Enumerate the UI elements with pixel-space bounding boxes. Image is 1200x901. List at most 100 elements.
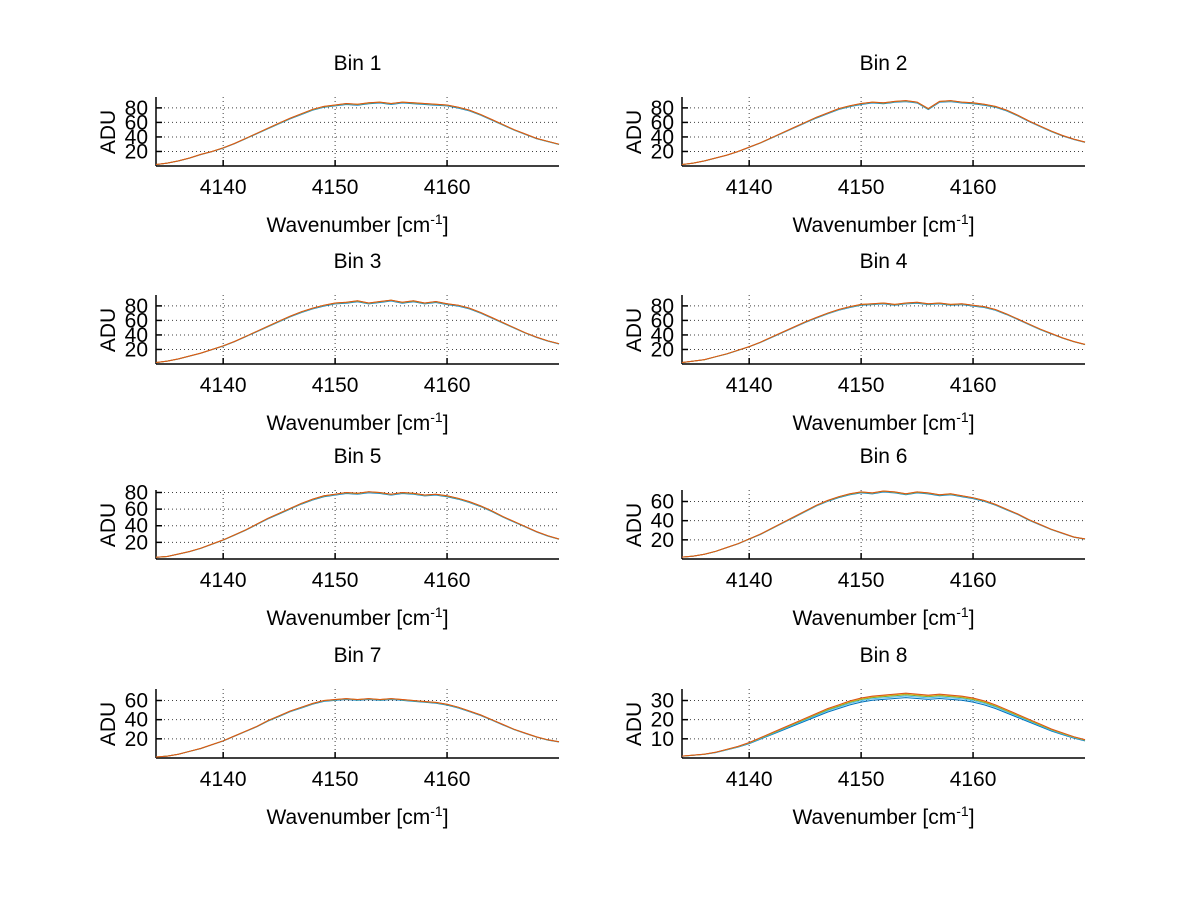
spectrum-line: [155, 300, 560, 364]
x-tick-label: 4140: [200, 176, 247, 199]
spectrum-line: [681, 695, 1086, 757]
spectrum-line: [155, 698, 560, 758]
plot-title: Bin 2: [859, 52, 908, 75]
x-tick-label: 4160: [424, 176, 471, 199]
spectrum-line: [155, 698, 560, 758]
spectrum-line: [155, 698, 560, 758]
y-tick-label: 40: [125, 515, 148, 538]
x-tick-label: 4140: [726, 374, 773, 397]
plot-title: Bin 4: [859, 250, 908, 273]
x-axis-label: Wavenumber [cm-1]: [266, 409, 449, 435]
x-tick-label: 4150: [838, 176, 885, 199]
y-tick-label: 40: [651, 324, 674, 347]
y-tick-label: 20: [125, 140, 148, 163]
spectrum-line: [155, 299, 560, 364]
x-tick-label: 4150: [312, 176, 359, 199]
subplot-bin-3: Bin 3 ADU 4140 4150 4160 20 40 60 80 Wavenumbe…: [56, 243, 576, 448]
x-tick-label: 4150: [838, 374, 885, 397]
y-tick-label: 80: [125, 481, 148, 504]
subplot-bin-8: Bin 8 ADU 4140 4150 4160 10 20 30 Wavenumber …: [582, 637, 1102, 842]
y-tick-label: 60: [651, 309, 674, 332]
y-tick-label: 20: [125, 728, 148, 751]
spectrum-line: [681, 100, 1086, 165]
spectrum-line: [681, 302, 1086, 364]
y-tick-label: 80: [125, 97, 148, 120]
spectrum-line: [681, 694, 1086, 757]
y-tick-label: 60: [125, 690, 148, 713]
spectrum-line: [681, 100, 1086, 166]
spectrum-line: [155, 491, 560, 558]
y-tick-label: 40: [651, 510, 674, 533]
x-tick-label: 4150: [312, 569, 359, 592]
spectrum-line: [155, 491, 560, 558]
y-tick-label: 30: [651, 690, 674, 713]
x-axis-label: Wavenumber [cm-1]: [792, 211, 975, 237]
x-axis-label: Wavenumber [cm-1]: [266, 604, 449, 630]
y-tick-label: 60: [125, 309, 148, 332]
subplot-bin-2: Bin 2 ADU 4140 4150 4160 20 40 60 80 Wavenumbe…: [582, 45, 1102, 250]
x-tick-label: 4140: [726, 176, 773, 199]
x-tick-label: 4150: [312, 374, 359, 397]
x-tick-label: 4160: [424, 374, 471, 397]
y-tick-label: 40: [125, 324, 148, 347]
y-tick-label: 60: [651, 491, 674, 514]
y-tick-label: 40: [125, 126, 148, 149]
spectrum-line: [155, 492, 560, 558]
y-tick-label: 60: [125, 498, 148, 521]
spectrum-line: [681, 693, 1086, 757]
spectrum-line: [155, 102, 560, 166]
x-tick-label: 4140: [726, 768, 773, 791]
y-tick-label: 10: [651, 728, 674, 751]
spectrum-line: [681, 490, 1086, 558]
spectrum-line: [681, 697, 1086, 757]
plot-title: Bin 3: [333, 250, 382, 273]
spectrum-line: [681, 301, 1086, 363]
x-tick-label: 4140: [726, 569, 773, 592]
spectrum-line: [681, 101, 1086, 166]
y-tick-label: 20: [125, 338, 148, 361]
plot-title: Bin 1: [333, 52, 382, 75]
spectrum-line: [155, 698, 560, 758]
x-tick-label: 4160: [950, 768, 997, 791]
y-tick-label: 80: [125, 295, 148, 318]
spectrum-line: [681, 100, 1086, 165]
spectrum-line: [681, 302, 1086, 364]
spectrum-line: [681, 100, 1086, 166]
x-tick-label: 4160: [950, 569, 997, 592]
subplot-bin-1: Bin 1 ADU 4140 4150 4160 20 40 60 80 Wavenumbe…: [56, 45, 576, 250]
y-tick-label: 80: [651, 295, 674, 318]
y-tick-label: 40: [125, 709, 148, 732]
x-tick-label: 4150: [838, 768, 885, 791]
spectrum-line: [155, 300, 560, 364]
spectrum-line: [155, 299, 560, 363]
y-tick-label: 20: [651, 709, 674, 732]
plot-title: Bin 8: [859, 644, 908, 667]
y-tick-label: 80: [651, 97, 674, 120]
x-tick-label: 4140: [200, 374, 247, 397]
spectrum-line: [155, 299, 560, 363]
y-tick-label: 40: [651, 126, 674, 149]
x-tick-label: 4140: [200, 569, 247, 592]
subplot-bin-5: Bin 5 ADU 4140 4150 4160 20 40 60 80 Wavenumbe…: [56, 438, 576, 643]
spectrum-line: [155, 698, 560, 758]
x-axis-label: Wavenumber [cm-1]: [792, 803, 975, 829]
spectrum-line: [681, 490, 1086, 558]
y-tick-label: 20: [125, 531, 148, 554]
spectrum-line: [155, 101, 560, 166]
spectrum-line: [155, 102, 560, 166]
y-tick-label: 20: [651, 529, 674, 552]
x-tick-label: 4150: [838, 569, 885, 592]
plot-title: Bin 6: [859, 445, 908, 468]
subplot-bin-6: Bin 6 ADU 4140 4150 4160 20 40 60 Wavenumber …: [582, 438, 1102, 643]
plot-title: Bin 7: [333, 644, 382, 667]
y-tick-label: 20: [651, 338, 674, 361]
spectrum-line: [681, 301, 1086, 364]
y-tick-label: 60: [651, 111, 674, 134]
spectrum-line: [681, 692, 1086, 757]
spectrum-line: [155, 491, 560, 558]
